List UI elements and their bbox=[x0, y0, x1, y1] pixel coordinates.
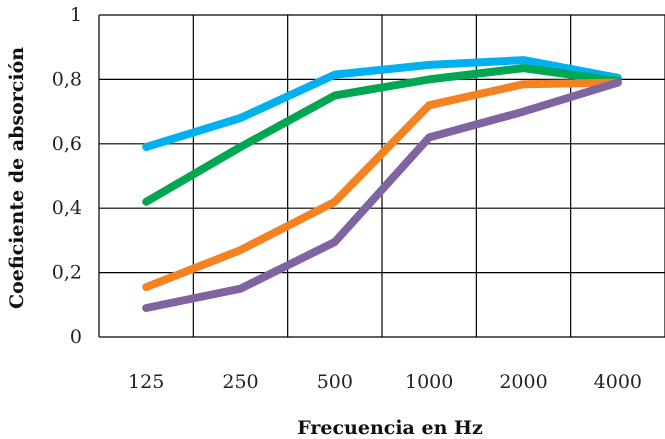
y-tick-label: 0,6 bbox=[52, 133, 82, 155]
series-line-3 bbox=[142, 78, 622, 292]
y-tick-label: 0,8 bbox=[52, 68, 82, 90]
y-axis-title: Coeficiente de absorción bbox=[6, 47, 28, 309]
x-axis-title: Frecuencia en Hz bbox=[297, 417, 483, 439]
x-tick-label: 250 bbox=[222, 371, 258, 393]
x-tick-label: 500 bbox=[317, 371, 353, 393]
y-tick-label: 0,4 bbox=[52, 197, 82, 219]
x-tick-label: 1000 bbox=[405, 371, 453, 393]
x-tick-label: 125 bbox=[128, 371, 164, 393]
y-tick-label: 1 bbox=[70, 4, 82, 26]
series-line-1 bbox=[142, 56, 622, 151]
y-tick-labels: 0 0,2 0,4 0,6 0,8 1 bbox=[52, 4, 82, 348]
series-line-4 bbox=[142, 78, 622, 312]
chart-series bbox=[142, 56, 622, 312]
y-tick-label: 0 bbox=[70, 326, 82, 348]
x-tick-label: 2000 bbox=[499, 371, 547, 393]
x-tick-label: 4000 bbox=[594, 371, 642, 393]
y-tick-label: 0,2 bbox=[52, 262, 82, 284]
series-line-2 bbox=[142, 64, 622, 206]
x-tick-labels: 125 250 500 1000 2000 4000 bbox=[128, 371, 642, 393]
